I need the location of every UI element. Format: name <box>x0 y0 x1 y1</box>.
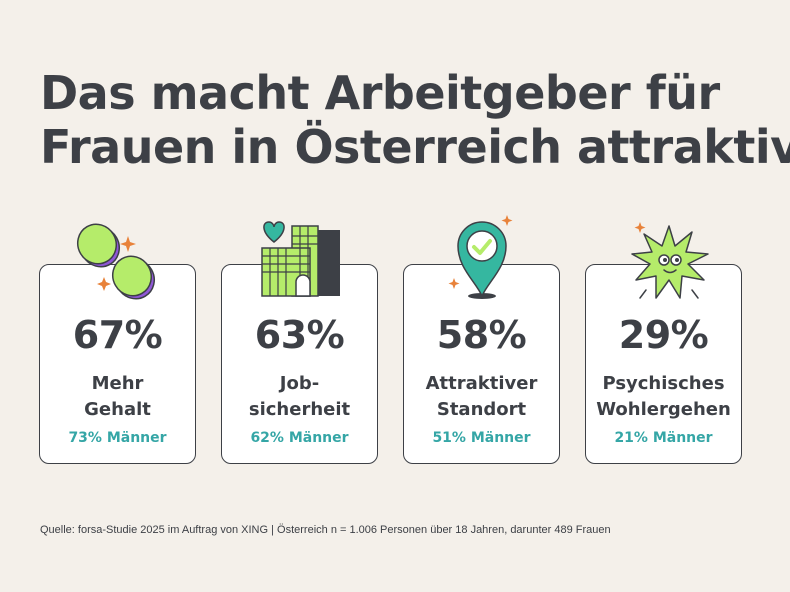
stat-card-job-security: 63% Job- sicherheit 62% Männer <box>221 264 378 464</box>
stat-percent: 29% <box>618 313 709 357</box>
stat-percent: 58% <box>436 313 527 357</box>
men-comparison: 73% Männer <box>68 430 167 446</box>
stat-label-line: Wohlergehen <box>596 399 731 420</box>
stat-label: Mehr Gehalt <box>40 371 195 423</box>
location-pin-check-icon <box>448 215 513 299</box>
title-line-2: Frauen in Österreich attraktiv <box>40 120 790 174</box>
office-building-heart-icon <box>261 221 340 297</box>
stat-label-line: sicherheit <box>248 399 351 420</box>
stat-label: Psychisches Wohlergehen <box>586 371 741 423</box>
stat-label-line: Attraktiver <box>425 373 538 394</box>
stat-percent: 63% <box>254 313 345 357</box>
coins-icon <box>76 223 156 300</box>
title-line-1: Das macht Arbeitgeber für <box>40 66 720 120</box>
source-note: Quelle: forsa-Studie 2025 im Auftrag von… <box>40 524 611 536</box>
stat-label: Job- sicherheit <box>222 371 377 423</box>
stat-label: Attraktiver Standort <box>404 371 559 423</box>
page-title: Das macht Arbeitgeber für Frauen in Öste… <box>40 66 790 174</box>
men-comparison: 21% Männer <box>614 430 713 446</box>
stat-percent: 67% <box>72 313 163 357</box>
stat-label-line: Gehalt <box>84 399 151 420</box>
stat-card-location: 58% Attraktiver Standort 51% Männer <box>403 264 560 464</box>
stat-card-wellbeing: 29% Psychisches Wohlergehen 21% Männer <box>585 264 742 464</box>
happy-star-icon <box>631 222 709 299</box>
stat-label-line: Mehr <box>91 373 144 394</box>
men-comparison: 62% Männer <box>250 430 349 446</box>
stat-label-line: Standort <box>436 399 527 420</box>
men-comparison: 51% Männer <box>432 430 531 446</box>
stat-label-line: Job- <box>279 373 320 394</box>
stat-label-line: Psychisches <box>602 373 725 394</box>
stat-card-salary: 67% Mehr Gehalt 73% Männer <box>39 264 196 464</box>
